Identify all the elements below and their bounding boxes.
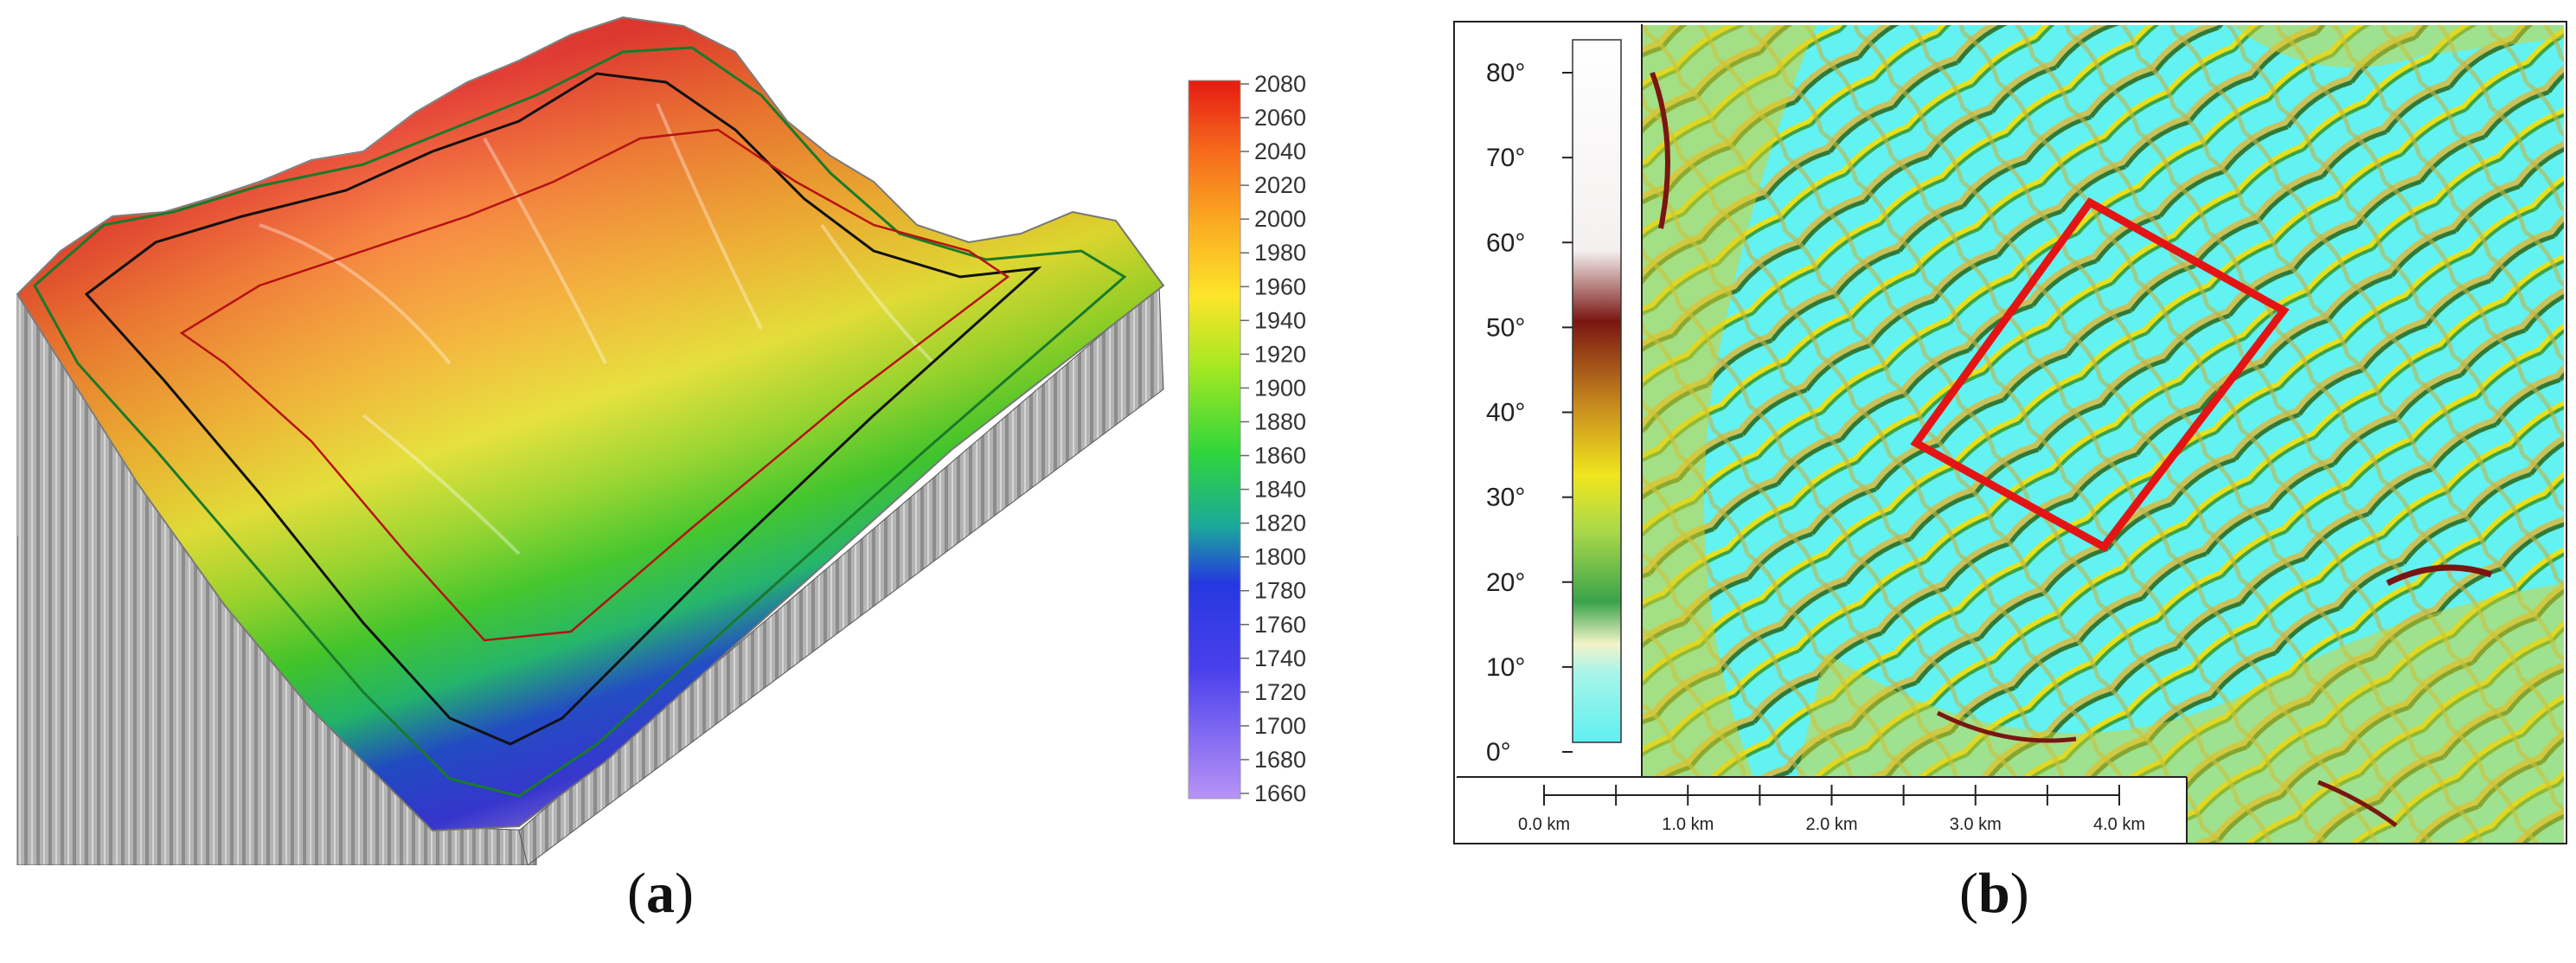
slope-legend-label: 60° bbox=[1486, 228, 1525, 257]
colorbar-tick-label: 1840 bbox=[1254, 477, 1306, 503]
colorbar-tick-label: 2020 bbox=[1254, 172, 1306, 198]
scale-bar-label: 1.0 km bbox=[1662, 815, 1714, 834]
scale-bar-label: 0.0 km bbox=[1518, 815, 1570, 834]
slope-legend-label: 50° bbox=[1486, 313, 1525, 342]
panel-a-terrain-3d: 2080 2060 2040 2020 2000 1980 1960 1940 1920 1900… bbox=[0, 0, 1306, 963]
slope-legend-label: 80° bbox=[1486, 59, 1525, 87]
colorbar-tick-label: 1820 bbox=[1254, 510, 1306, 536]
caption-a: (a) bbox=[627, 862, 694, 925]
slope-raster bbox=[1642, 25, 2564, 843]
scale-bar-label: 4.0 km bbox=[2093, 815, 2145, 834]
scale-bar-box bbox=[1457, 777, 2187, 843]
colorbar-tick-label: 1960 bbox=[1254, 273, 1306, 299]
slope-legend-label: 70° bbox=[1486, 144, 1525, 172]
panel-b-slope-map: 80° 70° 60° 50° 40° 30° 20° 10° 0° 0.0 km 1.0 km 2… bbox=[1453, 21, 2569, 925]
colorbar-tick-label: 1880 bbox=[1254, 408, 1306, 434]
inner-boundary-red bbox=[179, 128, 1010, 642]
slope-legend-label: 40° bbox=[1486, 399, 1525, 427]
inner-boundary-black bbox=[84, 72, 1042, 746]
colorbar-tick-label: 1780 bbox=[1254, 578, 1306, 604]
colorbar-tick-label: 1760 bbox=[1254, 612, 1306, 638]
colorbar-tick-label: 2040 bbox=[1254, 138, 1306, 164]
colorbar-tick-label: 2060 bbox=[1254, 105, 1306, 131]
slope-map-svg: 80° 70° 60° 50° 40° 30° 20° 10° 0° 0.0 km 1.0 km 2… bbox=[1453, 21, 2567, 844]
colorbar-tick-label: 2080 bbox=[1254, 74, 1306, 97]
slope-legend-bar bbox=[1572, 39, 1622, 743]
caption-b: (b) bbox=[1959, 862, 2029, 925]
colorbar-tick-label: 1800 bbox=[1254, 544, 1306, 570]
colorbar-tick-label: 1660 bbox=[1254, 780, 1306, 805]
scale-bar-label: 3.0 km bbox=[1950, 815, 2002, 834]
slope-legend-label: 30° bbox=[1486, 484, 1525, 512]
colorbar-tick-label: 1920 bbox=[1254, 341, 1306, 367]
colorbar-tick-label: 2000 bbox=[1254, 206, 1306, 232]
colorbar-tick-label: 1740 bbox=[1254, 645, 1306, 671]
colorbar-tick-label: 1700 bbox=[1254, 713, 1306, 739]
study-area-outline bbox=[1910, 197, 2290, 552]
colorbar-tick-label: 1980 bbox=[1254, 240, 1306, 266]
slope-legend-label: 0° bbox=[1486, 738, 1511, 767]
slope-legend-label: 10° bbox=[1486, 653, 1525, 682]
colorbar-tick-label: 1940 bbox=[1254, 307, 1306, 333]
scale-bar-label: 2.0 km bbox=[1805, 815, 1857, 834]
colorbar-tick-label: 1720 bbox=[1254, 679, 1306, 705]
outer-boundary-line bbox=[33, 46, 1127, 798]
colorbar-tick-label: 1860 bbox=[1254, 443, 1306, 469]
elevation-colorbar: 2080 2060 2040 2020 2000 1980 1960 1940 1920 1900… bbox=[1188, 74, 1306, 805]
slope-legend-label: 20° bbox=[1486, 568, 1525, 597]
terrain-right-wall bbox=[518, 284, 1164, 866]
colorbar-tick-label: 1900 bbox=[1254, 375, 1306, 401]
colorbar-tick-label: 1680 bbox=[1254, 747, 1306, 773]
terrain-block-svg bbox=[16, 16, 1165, 866]
